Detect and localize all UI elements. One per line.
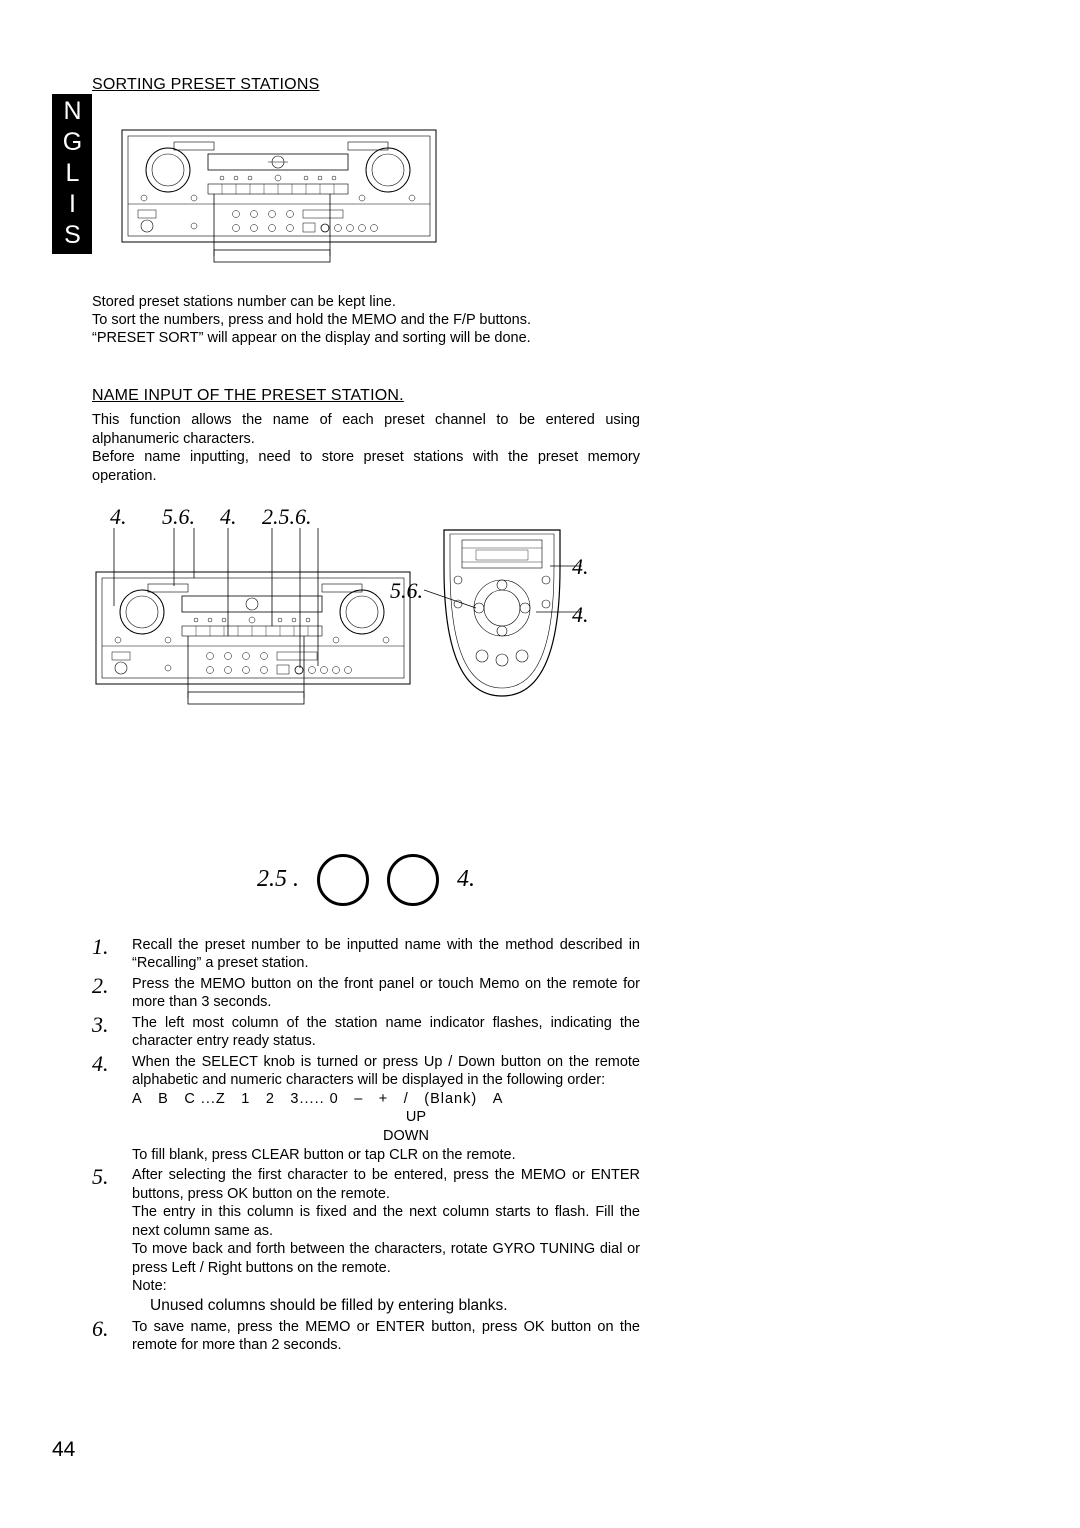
callout-top-2: 5.6. [162, 504, 195, 530]
step-num-2: 2. [92, 975, 132, 997]
section2-title: NAME INPUT OF THE PRESET STATION. [92, 387, 640, 405]
step-body-2: Press the MEMO button on the front panel… [132, 975, 640, 1012]
section1-line3: “PRESET SORT” will appear on the display… [92, 330, 531, 346]
step5-line3: To move back and forth between the chara… [132, 1241, 640, 1276]
page-number: 44 [52, 1438, 75, 1462]
callout-remote-r1: 4. [572, 554, 589, 580]
step-body-1: Recall the preset number to be inputted … [132, 936, 640, 973]
step4-up: UP [132, 1108, 640, 1127]
step4-down: DOWN [132, 1127, 640, 1146]
step-num-3: 3. [92, 1014, 132, 1036]
step-num-4: 4. [92, 1053, 132, 1075]
dial-right-label: 4. [457, 866, 475, 893]
callout-remote-left: 5.6. [390, 578, 423, 604]
step5-note-body: Unused columns should be filled by enter… [150, 1296, 640, 1316]
device-figure-2 [92, 528, 414, 706]
step5-line2: The entry in this column is fixed and th… [132, 1204, 640, 1239]
section1-title: SORTING PRESET STATIONS [92, 76, 640, 94]
step-body-6: To save name, press the MEMO or ENTER bu… [132, 1318, 640, 1355]
language-tab: ENGLISH [52, 94, 92, 254]
step-body-5: After selecting the first character to b… [132, 1166, 640, 1316]
remote-figure: 5.6. 4. 4. [424, 528, 594, 703]
step4-line2: To fill blank, press CLEAR button or tap… [132, 1147, 516, 1163]
section2-line2: Before name inputting, need to store pre… [92, 449, 640, 484]
step-num-6: 6. [92, 1318, 132, 1340]
section2-line1: This function allows the name of each pr… [92, 412, 640, 447]
steps-list: 1. Recall the preset number to be inputt… [92, 936, 640, 1355]
callout-remote-r2: 4. [572, 602, 589, 628]
callout-top-1: 4. [110, 504, 127, 530]
step4-chars: A B C ...Z 1 2 3..... 0 – + / (Blank) A [132, 1091, 503, 1107]
section1-line2: To sort the numbers, press and hold the … [92, 312, 531, 328]
figure2-top-callouts: 4. 5.6. 4. 2.5.6. [98, 504, 640, 530]
step-num-1: 1. [92, 936, 132, 958]
section1-body: Stored preset stations number can be kep… [92, 293, 640, 347]
dial-right-icon [387, 854, 439, 906]
dial-left-label: 2.5 . [257, 866, 299, 893]
figure2-row: 5.6. 4. 4. [92, 528, 640, 706]
step5-note: Note: [132, 1278, 167, 1294]
callout-top-4: 2.5.6. [262, 504, 312, 530]
section2-body: This function allows the name of each pr… [92, 411, 640, 485]
dials-row: 2.5 . 4. [92, 854, 640, 906]
step-body-3: The left most column of the station name… [132, 1014, 640, 1051]
main-content: SORTING PRESET STATIONS [92, 76, 640, 1357]
step-num-5: 5. [92, 1166, 132, 1188]
section1-line1: Stored preset stations number can be kep… [92, 294, 396, 310]
step5-line1: After selecting the first character to b… [132, 1167, 640, 1202]
step4-line1: When the SELECT knob is turned or press … [132, 1054, 640, 1089]
dial-left-icon [317, 854, 369, 906]
step-body-4: When the SELECT knob is turned or press … [132, 1053, 640, 1164]
device-figure-1 [118, 126, 640, 271]
callout-top-3: 4. [220, 504, 237, 530]
